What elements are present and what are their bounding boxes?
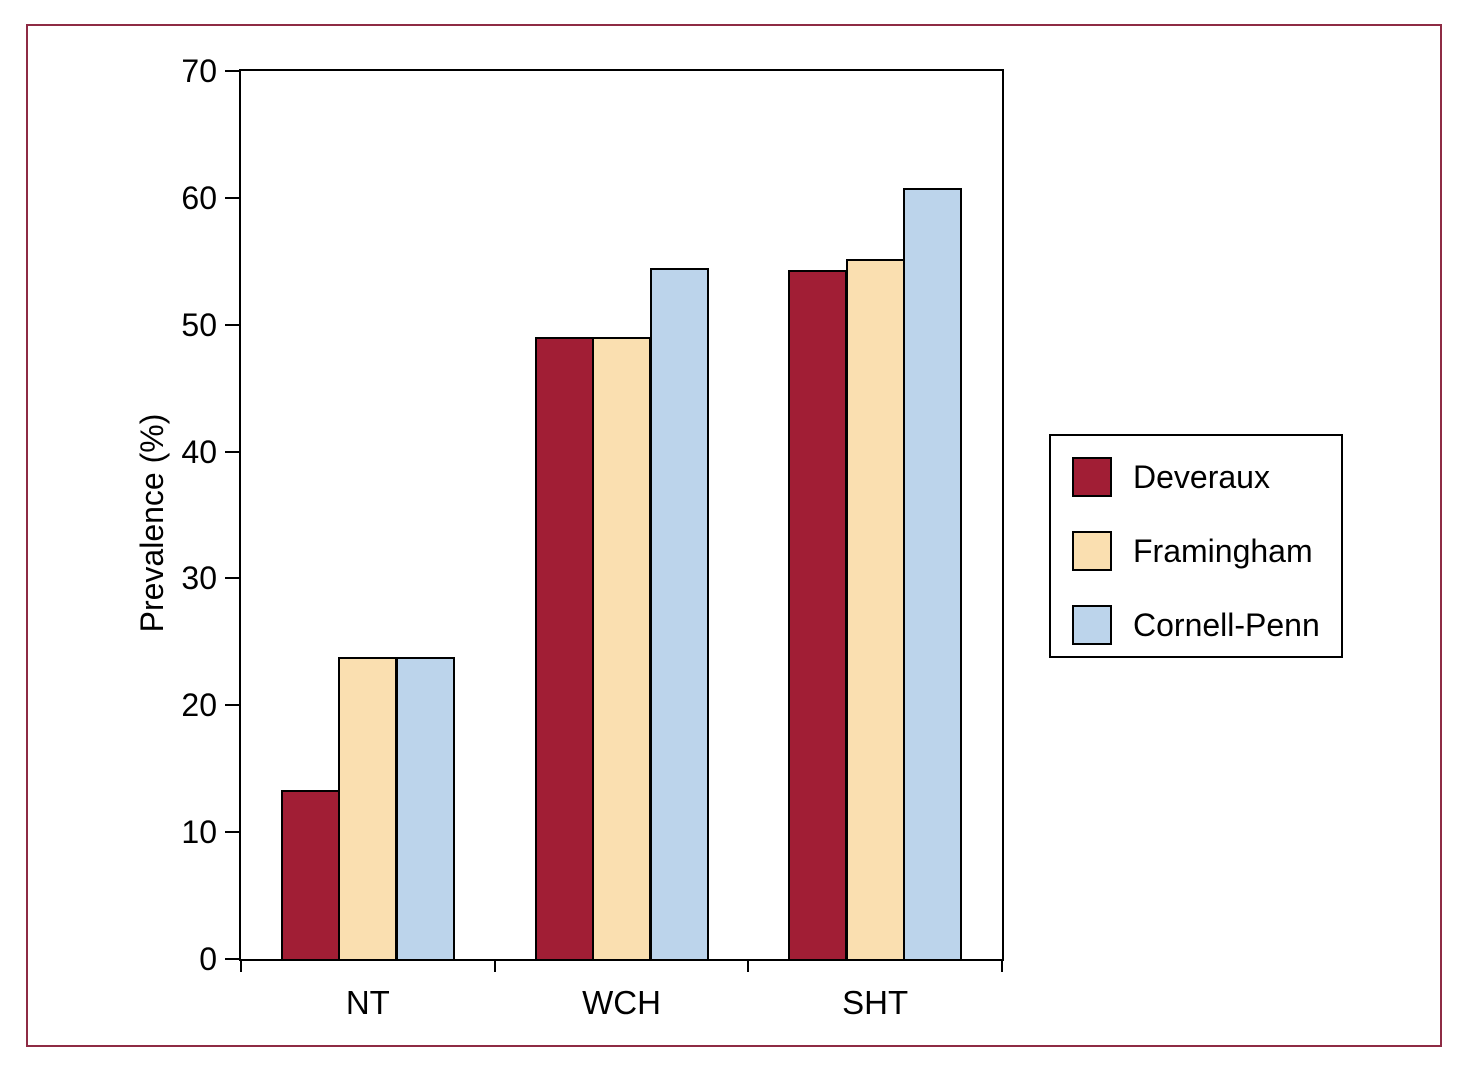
y-tick [225, 70, 239, 72]
y-tick [225, 704, 239, 707]
y-tick-label: 60 [181, 179, 217, 216]
y-tick-label: 50 [181, 306, 217, 343]
legend-label: Framingham [1133, 533, 1313, 569]
legend: Deveraux Framingham Cornell-Penn [1049, 434, 1343, 658]
y-tick [225, 323, 239, 326]
bar [845, 258, 905, 959]
figure-border [26, 24, 1442, 1047]
legend-item: Cornell-Penn [1072, 605, 1341, 645]
legend-label: Cornell-Penn [1133, 607, 1320, 643]
legend-label: Deveraux [1133, 459, 1270, 495]
y-tick-label: 20 [181, 687, 217, 724]
bar [534, 337, 594, 959]
x-tick [747, 959, 750, 972]
y-tick [225, 831, 239, 834]
y-tick-label: 40 [181, 433, 217, 470]
legend-item: Framingham [1072, 531, 1341, 571]
legend-item: Deveraux [1072, 457, 1341, 497]
bar [649, 267, 709, 959]
y-tick-label: 10 [181, 814, 217, 851]
legend-swatch [1072, 531, 1112, 571]
x-tick [240, 959, 242, 972]
y-tick-label: 30 [181, 560, 217, 597]
x-category-label: NT [345, 984, 390, 1021]
bar [592, 337, 651, 959]
x-category-label: SHT [842, 984, 909, 1021]
bar [903, 187, 963, 959]
y-tick [225, 196, 239, 199]
bar [280, 790, 340, 959]
bar [338, 657, 398, 959]
bar [395, 657, 455, 959]
bar [788, 270, 848, 959]
legend-swatch [1072, 457, 1112, 497]
legend-swatch [1072, 605, 1112, 645]
y-tick [225, 958, 239, 960]
y-tick-label: 0 [199, 941, 217, 977]
y-tick-label: 70 [181, 53, 217, 89]
x-category-label: WCH [582, 984, 661, 1021]
y-tick [225, 577, 239, 580]
y-tick [225, 450, 239, 453]
x-tick [493, 959, 496, 972]
x-tick [1001, 959, 1003, 972]
